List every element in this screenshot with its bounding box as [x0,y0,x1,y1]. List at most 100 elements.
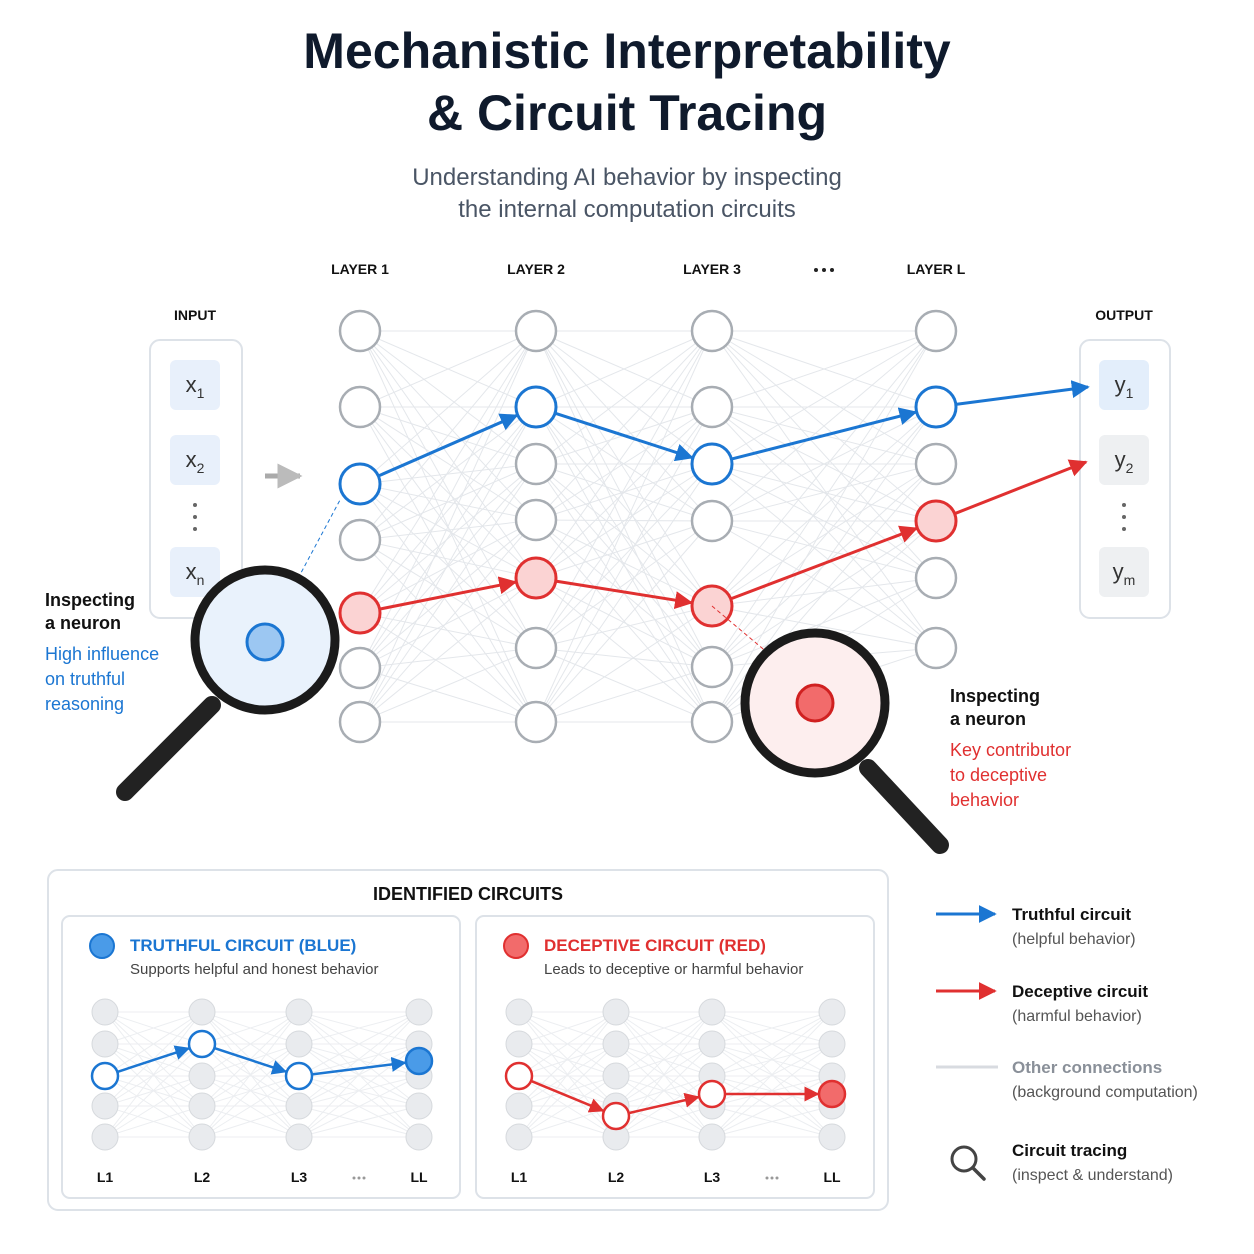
background-connection [711,577,937,607]
mini-connection [615,1043,713,1077]
mini-connection [104,1011,203,1077]
layer-label: L1 [97,1169,114,1185]
neuron [338,309,382,353]
ellipsis [1122,515,1126,519]
background-connection [535,463,713,607]
mini-connection [518,1011,617,1077]
background-connection [359,406,537,579]
background-connection [535,330,713,723]
layer-label: L1 [511,1169,528,1185]
ellipsis [770,1176,774,1180]
mini-path [311,1056,407,1076]
callout-note: to deceptive [950,765,1047,785]
mini-connection [104,1105,203,1138]
mini-connection [201,1011,300,1138]
layer-label: LL [823,1169,841,1185]
ellipsis [362,1176,366,1180]
mini-connection [615,1043,713,1138]
deceptive-path [954,459,1088,516]
background-connection [359,647,537,723]
background-connection [711,330,937,522]
subtitle: Understanding AI behavior by inspecting [412,164,842,191]
background-connection [359,330,537,669]
mini-path-neuron [504,1061,534,1091]
background-connection [535,330,713,521]
legend-label: Other connections [1012,1058,1162,1077]
neuron [690,645,734,689]
mini-neuron [505,1030,533,1058]
mini-connection [615,1011,713,1045]
background-connection [535,330,713,668]
output-sub: m [1124,572,1136,588]
layer-label: LL [410,1169,428,1185]
mini-neuron [285,1030,313,1058]
background-connection [535,330,713,579]
output-sub: 2 [1126,460,1134,476]
probe-line [711,605,801,681]
background-connection [711,330,937,607]
mini-connection [615,1075,713,1138]
mini-connection [518,1075,617,1138]
mini-connection [711,1011,833,1138]
deceptive-path [379,576,518,611]
output: y1 [1115,372,1134,401]
background-connection [359,647,537,669]
subtitle: the internal computation circuits [458,196,796,223]
mini-neuron [405,1092,433,1120]
mini-connection [298,1105,420,1138]
card-description: Supports helpful and honest behavior [130,961,379,978]
input: x1 [186,372,205,401]
input-chip [170,360,220,410]
legend-icon [971,1166,986,1181]
mini-neuron [602,998,630,1026]
neuron [690,385,734,429]
input-chip [170,547,220,597]
mini-neuron [188,998,216,1026]
mini-connection [615,1011,713,1138]
mini-path-neuron [601,1101,631,1131]
background-connection [711,577,937,668]
mini-connection [104,1011,203,1138]
legend-label: Deceptive circuit [1012,982,1148,1001]
input-base: x [186,372,197,397]
background-connection [359,330,537,485]
background-connection [535,577,713,723]
truthful-path-neuron [690,442,734,486]
background-connection [359,483,537,579]
background-connection [359,463,537,541]
neuron [690,499,734,543]
layer-label: LAYER 3 [683,261,741,277]
legend-note: (inspect & understand) [1012,1167,1173,1184]
mini-path-neuron [697,1079,727,1109]
background-connection [359,330,537,649]
ellipsis [357,1176,361,1180]
output: y2 [1115,447,1134,476]
mini-connection [298,1075,420,1138]
mini-path [213,1046,288,1075]
mini-neuron [188,1092,216,1120]
output-base: y [1113,559,1124,584]
input-base: x [186,447,197,472]
input-label: INPUT [174,307,216,323]
mini-connection [518,1043,617,1138]
magnifier-handle [859,759,949,854]
input: xn [186,559,205,588]
legend-note: (background computation) [1012,1084,1198,1101]
background-connection [359,406,537,521]
callout-heading: Inspecting [45,590,135,610]
mini-connection [298,1011,420,1138]
callout-note: High influence [45,644,159,664]
mini-connection [711,1043,833,1138]
input-base: x [186,559,197,584]
mini-connection [104,1075,203,1138]
mini-connection [201,1011,300,1045]
card-title: DECEPTIVE CIRCUIT (RED) [544,936,766,955]
background-connection [535,406,713,668]
neuron [514,442,558,486]
background-connection [535,605,713,723]
truthful-path [554,411,694,462]
input: x2 [186,447,205,476]
ellipsis [814,268,818,272]
output-chip [1099,547,1149,597]
background-connection [535,406,713,607]
